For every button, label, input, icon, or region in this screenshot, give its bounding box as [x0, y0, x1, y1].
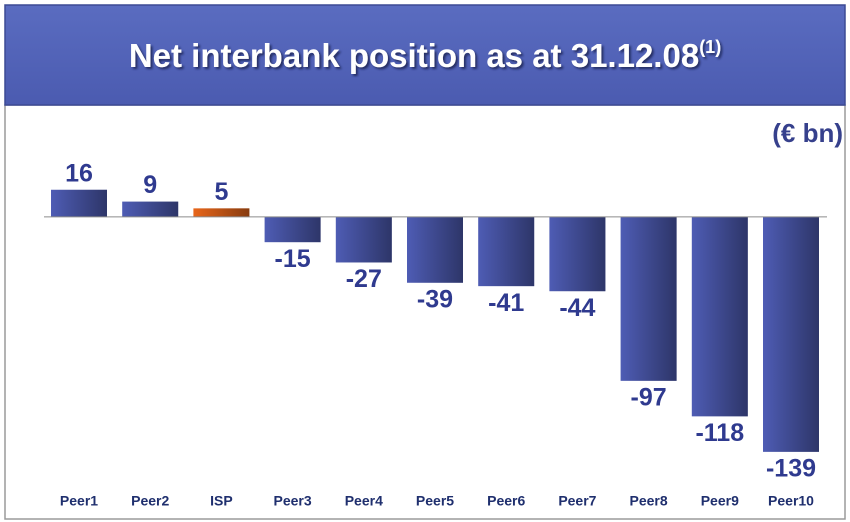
unit-label: (€ bn) [772, 118, 843, 148]
value-label: -41 [488, 289, 524, 317]
x-tick-label: Peer4 [345, 493, 383, 509]
bar-shade [193, 208, 250, 217]
x-tick-label: Peer3 [274, 493, 312, 509]
bar-shade [620, 216, 677, 381]
value-label: -118 [695, 419, 744, 447]
title-note: (1) [699, 37, 721, 57]
bar-shade [122, 201, 179, 217]
bar-shade [478, 216, 535, 287]
bar-shade [549, 216, 606, 292]
x-tick-label: Peer8 [630, 493, 668, 509]
bar-shade [51, 189, 107, 217]
x-tick-label: Peer2 [131, 493, 169, 509]
title-text: Net interbank position as at 31.12.08 [129, 37, 699, 74]
value-label: 16 [65, 159, 93, 187]
header-band [4, 4, 846, 106]
bar-shade [264, 216, 321, 243]
value-label: -39 [417, 285, 453, 313]
x-tick-label: Peer6 [487, 493, 525, 509]
bar-shade [691, 216, 748, 417]
value-label: -15 [275, 245, 311, 273]
bar-shade [335, 216, 392, 263]
x-tick-label: Peer7 [558, 493, 596, 509]
bar-shade [407, 216, 463, 283]
x-tick-label: Peer1 [60, 493, 98, 509]
bar-shade [763, 216, 819, 452]
x-tick-label: Peer10 [768, 493, 814, 509]
value-label: 5 [214, 178, 228, 206]
x-tick-label: ISP [210, 493, 233, 509]
value-label: -44 [559, 294, 595, 322]
value-label: -27 [346, 265, 382, 293]
value-label: -139 [766, 454, 816, 482]
x-tick-label: Peer9 [701, 493, 739, 509]
value-label: -97 [631, 383, 667, 411]
x-tick-label: Peer5 [416, 493, 454, 509]
value-label: 9 [143, 171, 157, 199]
chart-title: Net interbank position as at 31.12.08(1) [129, 37, 721, 74]
